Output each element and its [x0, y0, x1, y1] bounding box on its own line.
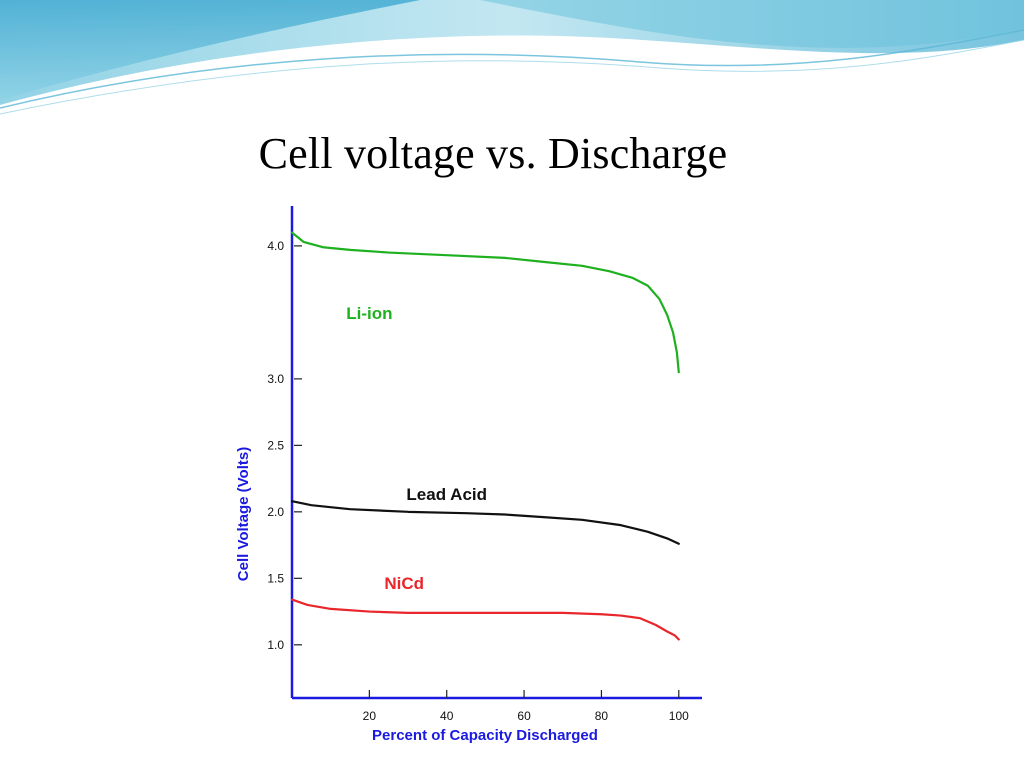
y-tick-label: 3.0: [267, 372, 284, 386]
slide-header-wave-decoration: [0, 0, 1024, 115]
x-tick-label: 80: [595, 709, 609, 723]
series-line-lead-acid: [290, 500, 680, 545]
series-line-nicd: [290, 598, 680, 641]
y-axis-title: Cell Voltage (Volts): [235, 447, 252, 581]
y-tick-label: 1.5: [267, 571, 284, 585]
x-tick-label: 100: [669, 709, 689, 723]
series-label-nicd: NiCd: [384, 574, 424, 593]
x-tick-label: 60: [517, 709, 531, 723]
series-line-li-ion: [290, 231, 680, 374]
series-label-li-ion: Li-ion: [346, 304, 392, 323]
x-tick-label: 20: [363, 709, 377, 723]
x-tick-label: 40: [440, 709, 454, 723]
y-tick-label: 2.0: [267, 505, 284, 519]
y-tick-label: 4.0: [267, 239, 284, 253]
discharge-chart: 4.0 3.0 2.5 2.0 1.5 1.0 20 40 60 80 100 Percent of …: [235, 206, 702, 744]
slide-title: Cell voltage vs. Discharge: [258, 129, 728, 178]
chart-panel: 4.0 3.0 2.5 2.0 1.5 1.0 20 40 60 80 100 Percent of …: [230, 196, 708, 746]
x-axis-title: Percent of Capacity Discharged: [372, 727, 598, 744]
y-tick-label: 1.0: [267, 638, 284, 652]
y-tick-label: 2.5: [267, 438, 284, 452]
series-label-lead-acid: Lead Acid: [406, 485, 487, 504]
